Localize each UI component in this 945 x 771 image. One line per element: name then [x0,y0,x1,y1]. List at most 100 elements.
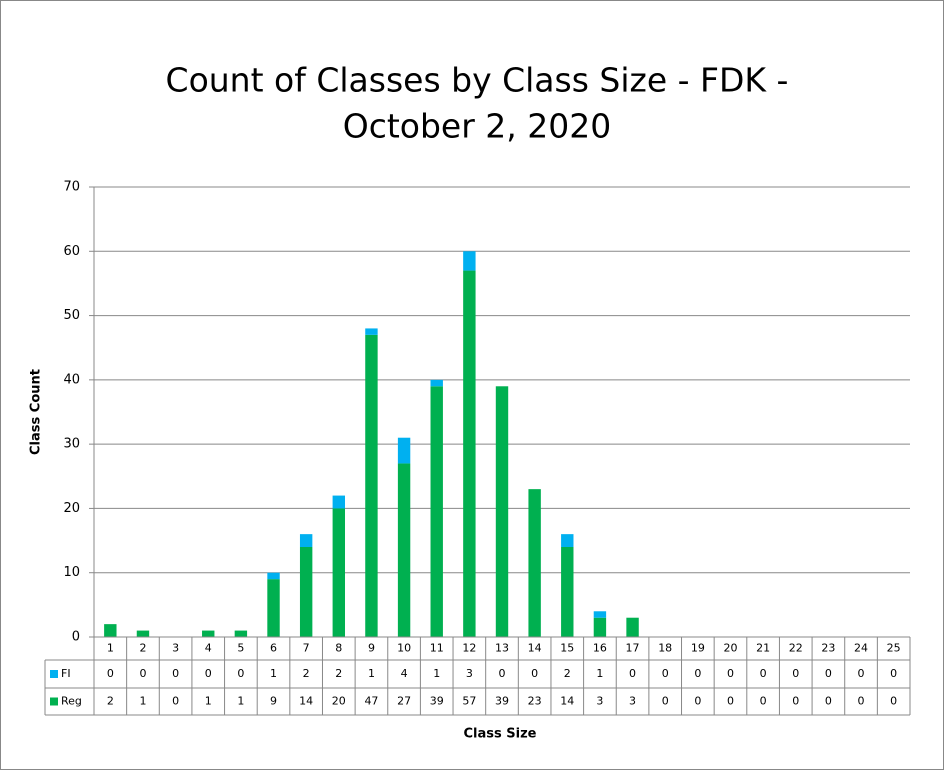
x-tick-label: 2 [139,642,146,655]
x-tick-label: 13 [495,642,509,655]
x-tick-label: 20 [723,642,737,655]
x-tick-label: 6 [270,642,277,655]
x-tick-label: 1 [107,642,114,655]
table-value: 0 [858,695,865,708]
x-tick-label: 8 [335,642,342,655]
bar-segment [593,611,607,618]
table-value: 1 [270,667,277,680]
table-value: 0 [694,667,701,680]
table-value: 0 [792,695,799,708]
table-value: 0 [107,667,114,680]
legend-swatch [50,697,58,706]
x-tick-label: 24 [854,642,868,655]
bar-segment [104,624,117,637]
bar-segment [234,630,248,637]
bar-segment [528,489,541,637]
y-tick-label: 10 [63,565,80,580]
table-value: 1 [205,695,212,708]
x-tick-label: 19 [691,642,705,655]
x-tick-label: 5 [237,642,244,655]
table-value: 1 [433,667,440,680]
table-value: 1 [237,695,244,708]
bar-segment [299,547,313,637]
legend-label: FI [61,667,71,680]
table-value: 3 [466,667,473,680]
x-tick-label: 11 [430,642,444,655]
y-tick-label: 60 [63,244,80,259]
bar-segment [332,508,346,637]
x-tick-label: 25 [887,642,901,655]
table-value: 4 [401,667,408,680]
table-value: 0 [172,667,179,680]
bar-segment [267,579,280,637]
table-value: 1 [368,667,375,680]
table-value: 3 [596,695,603,708]
table-value: 0 [760,667,767,680]
bar-segment [430,386,443,637]
bar-segment [397,463,411,637]
table-value: 39 [430,695,444,708]
bar-segment [299,534,313,547]
table-value: 0 [205,667,212,680]
table-value: 2 [303,667,310,680]
bar-segment [463,270,476,637]
table-value: 0 [237,667,244,680]
x-tick-label: 9 [368,642,375,655]
bar-segment [365,334,378,637]
table-value: 39 [495,695,509,708]
table-value: 0 [890,667,897,680]
table-value: 27 [397,695,411,708]
table-value: 0 [662,695,669,708]
table-value: 0 [858,667,865,680]
table-value: 14 [560,695,574,708]
table-value: 0 [662,667,669,680]
x-tick-label: 23 [821,642,835,655]
x-tick-label: 10 [397,642,411,655]
chart-title: Count of Classes by Class Size - FDK - [166,61,789,100]
table-value: 0 [825,695,832,708]
table-value: 0 [139,667,146,680]
table-value: 0 [694,695,701,708]
bar-segment [626,617,639,637]
x-axis-label: Class Size [464,727,537,742]
table-value: 14 [299,695,313,708]
table-value: 2 [564,667,571,680]
bar-segment [495,386,509,637]
table-value: 0 [172,695,179,708]
bar-segment [136,630,150,637]
bar-segment [332,495,346,509]
bar-segment [430,379,443,387]
bar-segment [561,547,574,637]
bar-segment [561,534,574,547]
x-tick-label: 18 [658,642,672,655]
chart-title: October 2, 2020 [343,107,612,146]
bar-segment [365,328,378,335]
table-value: 0 [629,667,636,680]
table-value: 0 [760,695,767,708]
bar-segment [397,437,411,464]
y-axis-label: Class Count [29,369,44,455]
y-tick-label: 70 [63,180,80,195]
table-value: 23 [528,695,542,708]
x-tick-label: 21 [756,642,770,655]
x-tick-label: 12 [462,642,476,655]
x-tick-label: 4 [205,642,212,655]
table-value: 0 [825,667,832,680]
bar-segment [202,630,215,637]
table-value: 0 [531,667,538,680]
bar-segment [463,251,476,271]
table-value: 57 [462,695,476,708]
y-tick-label: 30 [63,437,80,452]
table-value: 47 [364,695,378,708]
x-tick-label: 14 [528,642,542,655]
y-tick-label: 40 [63,372,80,387]
table-value: 2 [335,667,342,680]
table-value: 2 [107,695,114,708]
table-value: 20 [332,695,346,708]
legend-swatch [50,670,58,678]
x-tick-label: 7 [303,642,310,655]
x-tick-label: 22 [789,642,803,655]
table-value: 0 [499,667,506,680]
bar-segment [593,617,607,637]
